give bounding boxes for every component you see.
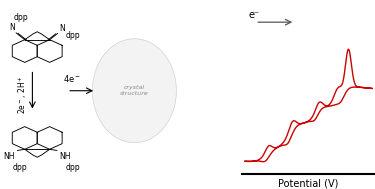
Text: dpp: dpp bbox=[65, 163, 80, 172]
Text: 4e$^-$: 4e$^-$ bbox=[63, 73, 81, 84]
Text: N: N bbox=[59, 23, 64, 33]
Text: NH: NH bbox=[59, 152, 71, 161]
Text: dpp: dpp bbox=[13, 163, 27, 172]
Text: NH: NH bbox=[4, 152, 15, 161]
Text: N: N bbox=[9, 23, 15, 32]
X-axis label: Potential (V): Potential (V) bbox=[278, 178, 339, 188]
Text: dpp: dpp bbox=[13, 12, 28, 22]
Ellipse shape bbox=[92, 39, 176, 143]
Text: crystal
structure: crystal structure bbox=[120, 85, 149, 96]
Text: e⁻: e⁻ bbox=[249, 10, 259, 20]
Text: 2e$^-$, 2H$^+$: 2e$^-$, 2H$^+$ bbox=[16, 75, 29, 114]
Text: dpp: dpp bbox=[66, 31, 81, 40]
